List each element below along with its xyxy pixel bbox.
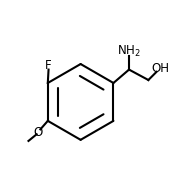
Text: OH: OH (152, 62, 170, 75)
Text: NH$_2$: NH$_2$ (117, 44, 141, 59)
Text: F: F (45, 59, 52, 72)
Text: O: O (34, 125, 43, 139)
